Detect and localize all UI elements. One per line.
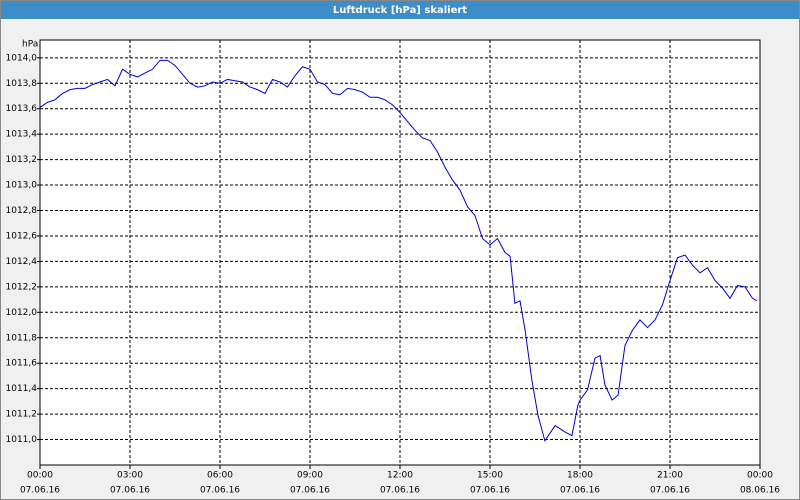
x-tick-date: 07.06.16 [110, 486, 150, 496]
x-tick-date: 07.06.16 [290, 486, 330, 496]
y-tick-label: 1012,6 [6, 231, 38, 241]
x-tick-label: 06:00 [207, 471, 233, 481]
x-tick-label: 00:00 [27, 471, 53, 481]
x-tick-date: 07.06.16 [560, 486, 600, 496]
x-tick-date: 07.06.16 [380, 486, 420, 496]
chart-title: Luftdruck [hPa] skaliert [333, 5, 467, 16]
x-tick-label: 09:00 [297, 471, 323, 481]
y-tick-label: 1013,6 [6, 104, 38, 114]
x-tick-label: 00:00 [747, 471, 773, 481]
y-tick-label: 1012,0 [6, 308, 38, 318]
y-tick-label: 1013,2 [6, 155, 38, 165]
y-tick-label: 1011,2 [6, 410, 38, 420]
y-tick-label: 1012,8 [6, 206, 38, 216]
x-tick-label: 18:00 [567, 471, 593, 481]
x-tick-date: 07.06.16 [650, 486, 690, 496]
x-tick-label: 15:00 [477, 471, 503, 481]
x-tick-label: 12:00 [387, 471, 413, 481]
y-tick-label: 1013,4 [6, 130, 38, 140]
y-tick-label: 1011,0 [6, 435, 38, 445]
x-tick-date: 07.06.16 [20, 486, 60, 496]
y-tick-label: 1013,0 [6, 181, 38, 191]
x-tick-date: 07.06.16 [200, 486, 240, 496]
x-tick-label: 21:00 [657, 471, 683, 481]
y-tick-label: 1012,2 [6, 282, 38, 292]
y-tick-label: 1011,8 [6, 333, 38, 343]
x-tick-date: 07.06.16 [470, 486, 510, 496]
y-tick-label: 1013,8 [6, 79, 38, 89]
y-axis-label: hPa [22, 40, 38, 50]
y-tick-label: 1011,4 [6, 384, 38, 394]
y-tick-label: 1014,0 [6, 53, 38, 63]
x-tick-date: 08.06.16 [740, 486, 780, 496]
y-tick-label: 1012,4 [6, 257, 38, 267]
data-line [39, 59, 758, 443]
x-tick-label: 03:00 [117, 471, 143, 481]
y-tick-label: 1011,6 [6, 359, 38, 369]
title-bar [0, 0, 800, 19]
